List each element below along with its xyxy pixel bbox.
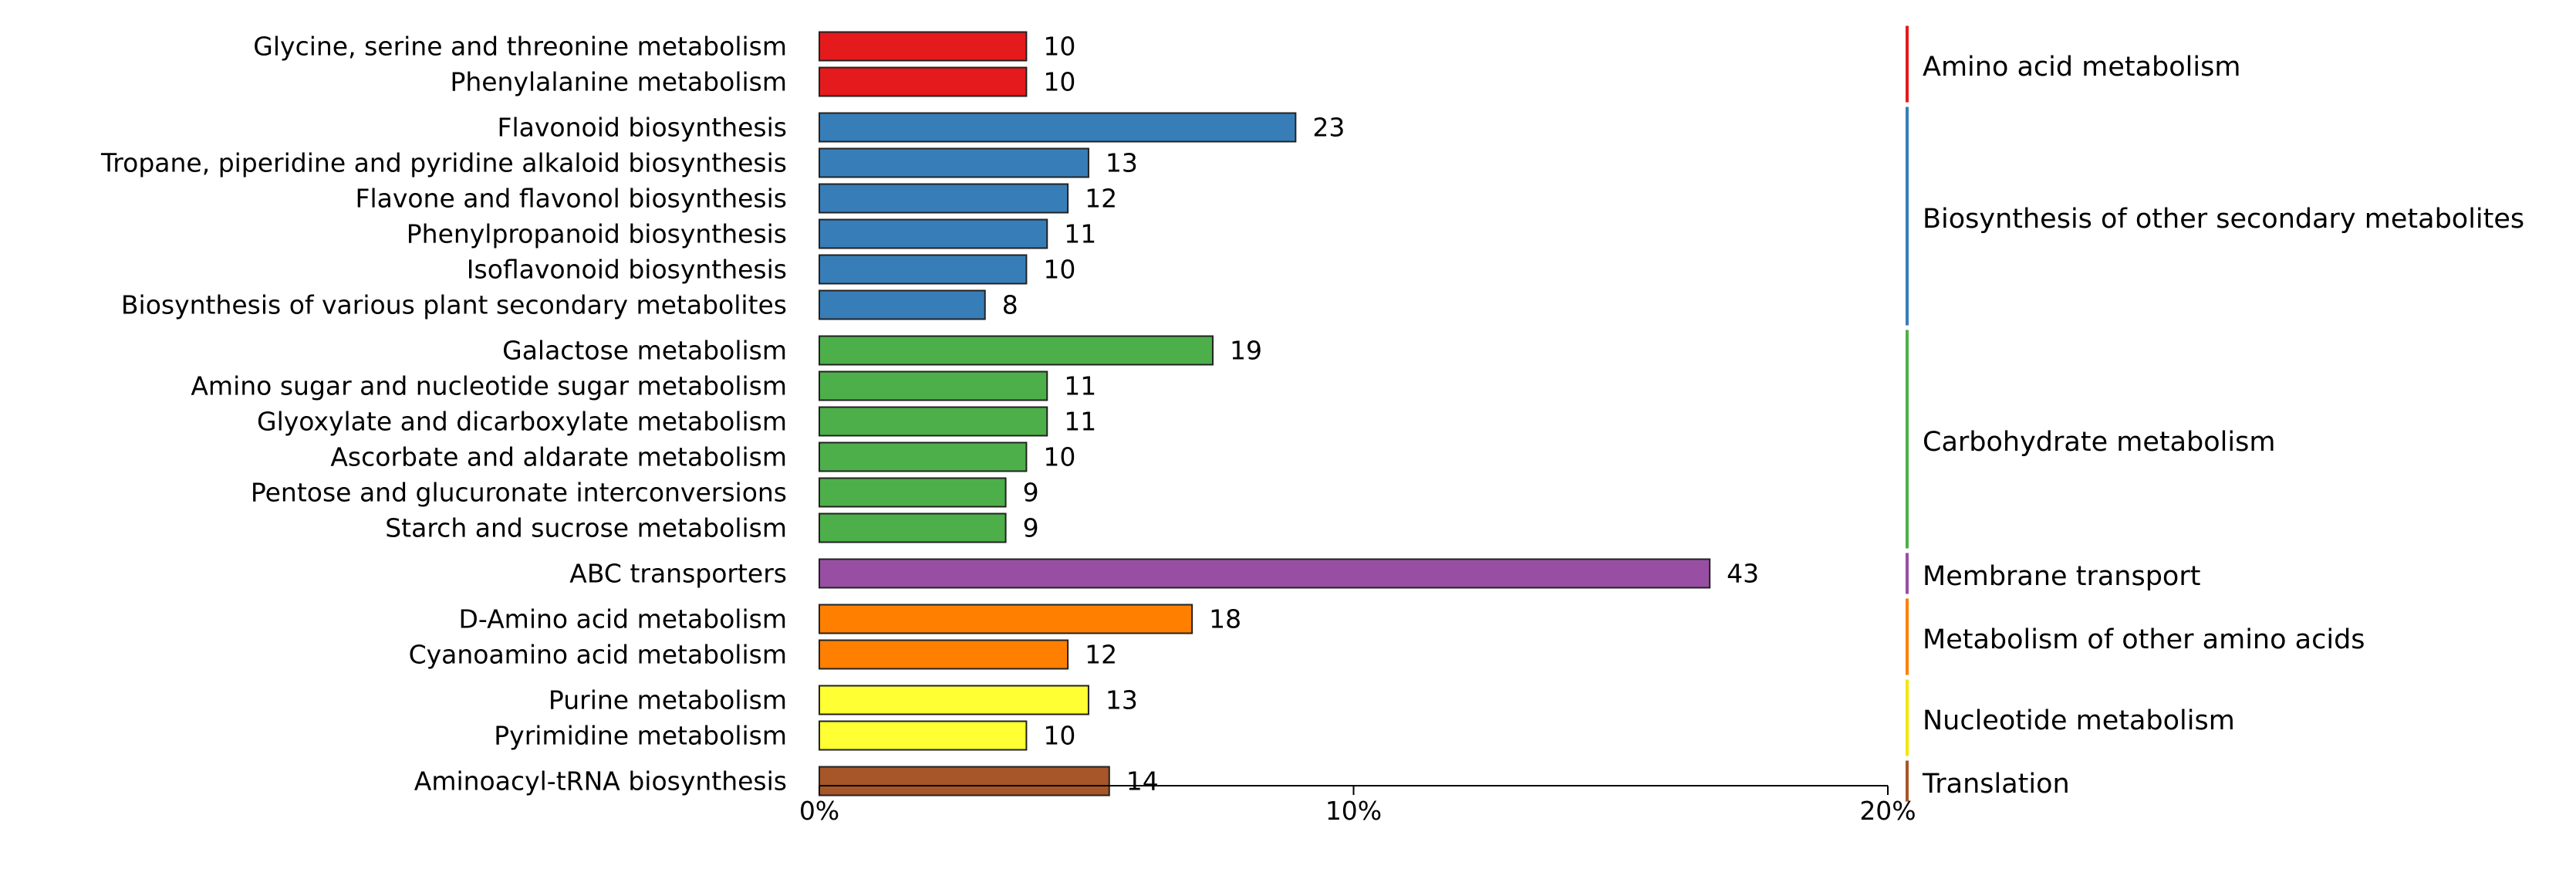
category-label: Glycine, serine and threonine metabolism: [253, 32, 787, 62]
category-label: Starch and sucrose metabolism: [385, 513, 787, 543]
category-label: Pentose and glucuronate interconversions: [251, 478, 787, 508]
value-label: 12: [1085, 184, 1117, 214]
value-label: 23: [1312, 113, 1345, 143]
bar: [819, 289, 986, 320]
group-label: Translation: [1922, 769, 2070, 800]
category-label: Amino sugar and nucleotide sugar metabol…: [191, 371, 787, 401]
group-label: Carbohydrate metabolism: [1923, 427, 2275, 458]
value-label: 9: [1023, 478, 1039, 508]
value-label: 10: [1043, 442, 1075, 472]
group-label: Nucleotide metabolism: [1923, 705, 2235, 736]
bar: [819, 558, 1711, 589]
value-label: 8: [1002, 290, 1018, 320]
bar: [819, 335, 1214, 366]
category-label: Phenylpropanoid biosynthesis: [407, 219, 787, 249]
category-label: Glyoxylate and dicarboxylate metabolism: [257, 407, 787, 437]
category-label: Tropane, piperidine and pyridine alkaloi…: [100, 148, 787, 178]
value-label: 10: [1043, 255, 1075, 285]
bar: [819, 370, 1048, 401]
group-label: Biosynthesis of other secondary metaboli…: [1923, 204, 2524, 235]
value-label: 9: [1023, 513, 1039, 543]
bar: [819, 183, 1069, 214]
value-label: 43: [1727, 559, 1759, 589]
category-label: Ascorbate and aldarate metabolism: [330, 442, 787, 472]
bar: [819, 112, 1297, 143]
value-label: 11: [1064, 407, 1096, 437]
bar: [819, 406, 1048, 437]
value-label: 11: [1064, 219, 1096, 249]
category-label: Purine metabolism: [549, 685, 787, 715]
group-label: Membrane transport: [1923, 561, 2200, 592]
category-label: Galactose metabolism: [502, 336, 787, 366]
x-tick-label: 0%: [799, 796, 839, 826]
value-label: 11: [1064, 371, 1096, 401]
bar: [819, 604, 1193, 634]
x-tick-label: 20%: [1859, 796, 1916, 826]
value-label: 13: [1106, 148, 1138, 178]
bar: [819, 477, 1007, 508]
category-label: ABC transporters: [569, 559, 787, 589]
category-label: Pyrimidine metabolism: [494, 721, 787, 751]
value-label: 13: [1106, 685, 1138, 715]
group-label: Metabolism of other amino acids: [1923, 624, 2365, 655]
bar: [819, 639, 1069, 670]
value-label: 18: [1209, 604, 1241, 634]
category-label: Aminoacyl-tRNA biosynthesis: [414, 766, 787, 797]
bar: [819, 720, 1028, 751]
x-tick-label: 10%: [1325, 796, 1382, 826]
bar: [819, 766, 1110, 797]
category-label: D-Amino acid metabolism: [459, 604, 787, 634]
bar: [819, 147, 1089, 178]
bar: [819, 441, 1028, 472]
category-label: Flavonoid biosynthesis: [498, 113, 787, 143]
value-label: 10: [1043, 67, 1075, 97]
value-label: 14: [1126, 766, 1159, 797]
bar: [819, 31, 1028, 62]
bar: [819, 254, 1028, 285]
category-label: Phenylalanine metabolism: [450, 67, 787, 97]
bar: [819, 66, 1028, 97]
category-label: Biosynthesis of various plant secondary …: [121, 290, 787, 320]
group-label: Amino acid metabolism: [1923, 52, 2240, 83]
value-label: 12: [1085, 640, 1117, 670]
bar: [819, 512, 1007, 543]
category-label: Flavone and flavonol biosynthesis: [355, 184, 787, 214]
value-label: 10: [1043, 32, 1075, 62]
bar: [819, 685, 1089, 715]
value-label: 19: [1230, 336, 1262, 366]
value-label: 10: [1043, 721, 1075, 751]
bar: [819, 218, 1048, 249]
category-label: Isoflavonoid biosynthesis: [467, 255, 787, 285]
category-label: Cyanoamino acid metabolism: [409, 640, 787, 670]
